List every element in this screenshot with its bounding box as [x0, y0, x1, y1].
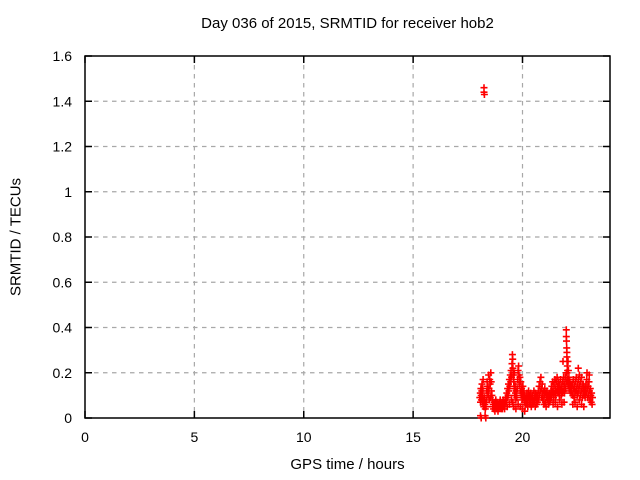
x-tick-label: 20: [515, 429, 531, 445]
plot-border: [84, 55, 611, 419]
y-tick-labels: 0 0.2 0.4 0.6 0.8 1 1.2 1.4 1.6: [53, 48, 73, 426]
y-tick-label: 0.2: [53, 365, 73, 381]
x-tick-label: 15: [405, 429, 421, 445]
data-points: [476, 84, 596, 422]
y-tick-label: 0.4: [53, 320, 73, 336]
grid-lines: [85, 56, 610, 418]
y-tick-label: 0: [64, 410, 72, 426]
y-tick-label: 0.6: [53, 274, 73, 290]
x-tick-labels: 0 5 10 15 20: [81, 429, 530, 445]
x-tick-label: 10: [296, 429, 312, 445]
x-tick-label: 0: [81, 429, 89, 445]
y-tick-label: 0.8: [53, 229, 73, 245]
y-tick-label: 1.4: [53, 93, 73, 109]
y-tick-label: 1.6: [53, 48, 73, 64]
y-tick-label: 1: [64, 184, 72, 200]
y-tick-label: 1.2: [53, 139, 73, 155]
x-axis-label: GPS time / hours: [290, 456, 405, 473]
x-tick-label: 5: [190, 429, 198, 445]
chart-title: Day 036 of 2015, SRMTID for receiver hob…: [201, 15, 494, 32]
